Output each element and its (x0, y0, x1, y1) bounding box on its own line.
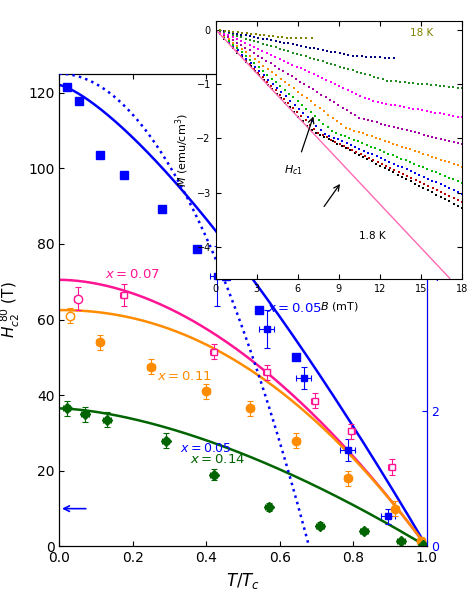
Text: $x = 0.05$: $x = 0.05$ (181, 442, 232, 455)
Text: $x = 0.07$: $x = 0.07$ (105, 268, 160, 281)
X-axis label: $B$ (mT): $B$ (mT) (319, 300, 358, 313)
Text: $x = 0.14$: $x = 0.14$ (190, 453, 245, 466)
Text: $x = 0.05$: $x = 0.05$ (267, 302, 322, 315)
Y-axis label: $M$ (emu/cm$^3$): $M$ (emu/cm$^3$) (173, 114, 191, 187)
Text: $x = 0.11$: $x = 0.11$ (156, 370, 211, 383)
Text: 18 K: 18 K (410, 28, 433, 38)
Text: 1.8 K: 1.8 K (359, 231, 386, 241)
Y-axis label: $H_{c2}^{\ 80}$ (T): $H_{c2}^{\ 80}$ (T) (0, 282, 22, 338)
Text: $H_{c1}$: $H_{c1}$ (284, 163, 303, 177)
X-axis label: $T/T_c$: $T/T_c$ (226, 571, 260, 591)
